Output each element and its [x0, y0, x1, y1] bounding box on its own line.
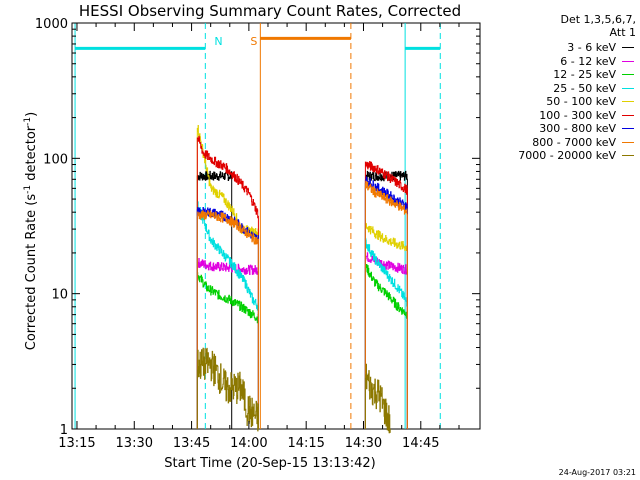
series-trace: [364, 237, 408, 429]
legend-item: 300 - 800 keV: [518, 122, 634, 136]
legend-label: 6 - 12 keV: [560, 54, 616, 68]
legend-item: 800 - 7000 keV: [518, 136, 634, 150]
series-trace: [196, 272, 259, 429]
y-tick-label: 1000: [35, 17, 68, 32]
legend-swatch: [622, 114, 634, 116]
legend-item: 7000 - 20000 keV: [518, 149, 634, 163]
legend-swatch: [622, 74, 634, 76]
legend-swatch: [622, 101, 634, 103]
legend-label: 100 - 300 keV: [539, 108, 616, 122]
legend-item: 25 - 50 keV: [518, 82, 634, 96]
legend-label: 3 - 6 keV: [567, 41, 616, 55]
x-tick-label: 14:30: [345, 436, 382, 451]
timestamp-footer: 24-Aug-2017 03:21: [558, 468, 636, 477]
x-tick-label: 13:45: [173, 436, 210, 451]
series-trace: [364, 363, 391, 434]
series-6-12-kev: [196, 252, 408, 429]
legend-item: 100 - 300 keV: [518, 109, 634, 123]
x-tick-label: 14:15: [287, 436, 324, 451]
marker-label-n: N: [214, 35, 222, 48]
series-trace: [196, 258, 259, 429]
chart-title: HESSI Observing Summary Count Rates, Cor…: [78, 2, 462, 20]
series-trace: [364, 180, 408, 429]
x-tick-label: 13:30: [116, 436, 153, 451]
series-trace: [364, 264, 408, 429]
series-trace: [196, 125, 259, 429]
legend-item: 6 - 12 keV: [518, 55, 634, 69]
legend-label: 50 - 100 keV: [546, 95, 616, 109]
legend-label: 12 - 25 keV: [553, 68, 616, 82]
series-trace: [196, 210, 259, 429]
x-tick-label: 13:15: [58, 436, 95, 451]
plot-border: [71, 22, 481, 430]
legend-header-line: Att 1: [609, 26, 636, 39]
series-trace: [364, 161, 408, 429]
series-100-300-kev: [196, 135, 408, 429]
legend-item: 3 - 6 keV: [518, 41, 634, 55]
legend-swatch: [622, 87, 634, 89]
legend-swatch: [622, 47, 634, 49]
x-tick-label: 14:00: [230, 436, 267, 451]
plot-frame: [71, 22, 481, 430]
legend-label: 25 - 50 keV: [553, 81, 616, 95]
legend-swatch: [622, 141, 634, 143]
marker-label-s: S: [250, 35, 257, 48]
legend-label: 800 - 7000 keV: [532, 135, 616, 149]
y-tick-label: 100: [43, 152, 68, 167]
series-7000-20000-kev: [196, 347, 391, 434]
legend-header: Det 1,3,5,6,7, Att 1: [560, 13, 636, 39]
legend-item: 50 - 100 keV: [518, 95, 634, 109]
legend-header-line: Det 1,3,5,6,7,: [560, 13, 636, 26]
y-tick-label: 10: [51, 288, 68, 303]
legend-swatch: [622, 60, 634, 62]
series-50-100-kev: [196, 125, 408, 429]
series-trace: [196, 201, 259, 429]
x-tick-label: 14:45: [402, 436, 439, 451]
y-axis-label: Corrected Count Rate (s-1 detector-1): [23, 112, 39, 350]
legend-label: 7000 - 20000 keV: [518, 149, 616, 163]
data-series: [196, 125, 408, 434]
series-12-25-kev: [196, 264, 408, 429]
series-trace: [196, 347, 259, 432]
legend-item: 12 - 25 keV: [518, 68, 634, 82]
legend-swatch: [622, 128, 634, 130]
series-800-7000-kev: [196, 180, 408, 429]
legend: 3 - 6 keV 6 - 12 keV 12 - 25 keV 25 - 50 ke…: [518, 41, 634, 163]
series-trace: [196, 135, 259, 429]
axes: 1 10 100 1000 13:15 13:30 13:45 14:00 14:15 14:30…: [35, 17, 480, 451]
x-axis-label: Start Time (20-Sep-15 13:13:42): [164, 456, 375, 471]
legend-label: 300 - 800 keV: [539, 122, 616, 136]
series-trace: [364, 222, 408, 429]
series-25-50-kev: [196, 201, 408, 429]
y-tick-label: 1: [60, 423, 68, 438]
legend-swatch: [622, 155, 634, 157]
series-trace: [364, 252, 408, 429]
